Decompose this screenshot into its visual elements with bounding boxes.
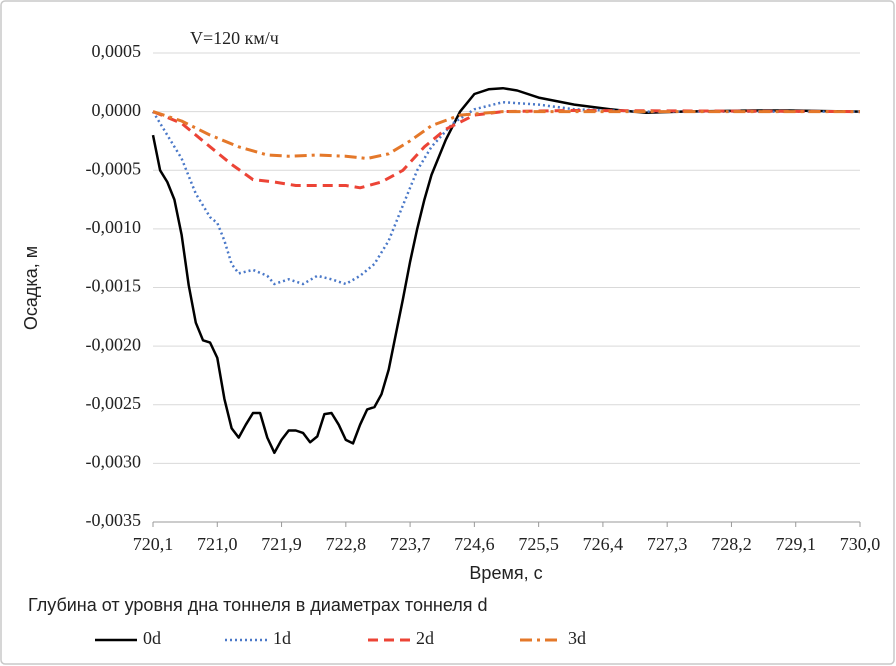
series-line bbox=[151, 86, 861, 455]
legend-label: 1d bbox=[273, 628, 291, 648]
x-tick-label: 720,1 bbox=[133, 534, 174, 554]
x-tick-label: 728,2 bbox=[711, 534, 752, 554]
x-tick-label: 729,1 bbox=[775, 534, 816, 554]
y-tick-label: -0,0020 bbox=[86, 334, 142, 354]
annotation: V=120 км/ч bbox=[190, 28, 279, 48]
y-tick-label: -0,0030 bbox=[86, 452, 142, 472]
x-tick-label: 721,9 bbox=[261, 534, 302, 554]
y-tick-label: 0,0000 bbox=[92, 100, 142, 120]
legend-title: Глубина от уровня дна тоннеля в диаметра… bbox=[28, 595, 488, 615]
y-tick-label: -0,0005 bbox=[86, 158, 142, 178]
y-tick-label: -0,0035 bbox=[86, 510, 142, 530]
x-tick-label: 722,8 bbox=[326, 534, 367, 554]
series-line bbox=[152, 109, 861, 190]
y-tick-label: 0,0005 bbox=[92, 41, 142, 61]
x-tick-label: 723,7 bbox=[390, 534, 431, 554]
x-tick-label: 724,6 bbox=[454, 534, 495, 554]
x-tick-label: 725,5 bbox=[518, 534, 559, 554]
legend-label: 2d bbox=[416, 628, 434, 648]
legend-label: 0d bbox=[143, 628, 161, 648]
series-line bbox=[151, 100, 860, 286]
legend-label: 3d bbox=[568, 628, 586, 648]
x-tick-label: 726,4 bbox=[583, 534, 624, 554]
y-tick-label: -0,0010 bbox=[86, 217, 142, 237]
x-tick-label: 721,0 bbox=[197, 534, 238, 554]
y-tick-label: -0,0025 bbox=[86, 393, 142, 413]
y-tick-label: -0,0015 bbox=[86, 276, 142, 296]
y-axis-label: Осадка, м bbox=[21, 246, 41, 330]
x-tick-label: 730,0 bbox=[840, 534, 881, 554]
x-tick-label: 727,3 bbox=[647, 534, 688, 554]
x-axis-label: Время, с bbox=[469, 563, 542, 583]
series-line bbox=[152, 110, 860, 160]
